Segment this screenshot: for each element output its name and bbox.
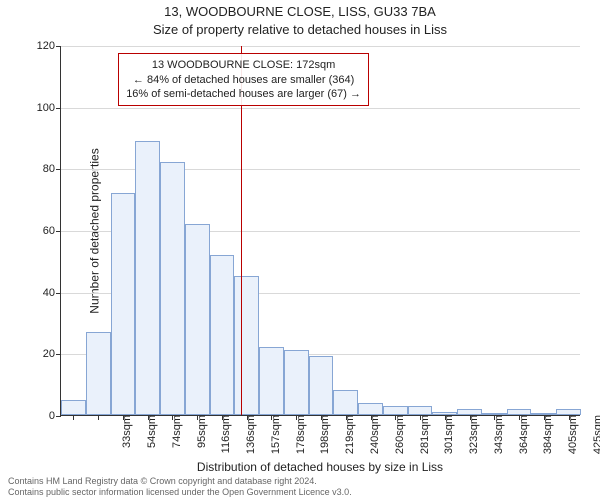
xtick-mark: [346, 415, 347, 420]
xtick-label: 240sqm: [369, 415, 381, 459]
xtick-label: 323sqm: [468, 415, 480, 459]
xtick-mark: [197, 415, 198, 420]
xtick-mark: [172, 415, 173, 420]
histogram-bar: [160, 162, 185, 415]
xtick-mark: [395, 415, 396, 420]
gridline: [61, 108, 580, 109]
xtick-mark: [445, 415, 446, 420]
xtick-mark: [123, 415, 124, 420]
xtick-mark: [222, 415, 223, 420]
xtick-mark: [420, 415, 421, 420]
ytick-label: 60: [43, 225, 55, 237]
xtick-mark: [271, 415, 272, 420]
footer-line1: Contains HM Land Registry data © Crown c…: [8, 476, 592, 487]
xtick-mark: [519, 415, 520, 420]
xtick-label: 54sqm: [146, 415, 158, 459]
xtick-label: 116sqm: [220, 415, 232, 459]
xtick-mark: [148, 415, 149, 420]
xtick-mark: [296, 415, 297, 420]
histogram-bar: [309, 356, 334, 415]
xtick-label: 405sqm: [567, 415, 579, 459]
ytick-mark: [56, 169, 61, 170]
histogram-bar: [86, 332, 111, 415]
xtick-label: 260sqm: [394, 415, 406, 459]
xtick-mark: [321, 415, 322, 420]
xtick-mark: [470, 415, 471, 420]
histogram-bar: [284, 350, 309, 415]
xtick-label: 178sqm: [295, 415, 307, 459]
ytick-mark: [56, 354, 61, 355]
xtick-label: 384sqm: [542, 415, 554, 459]
xtick-label: 33sqm: [121, 415, 133, 459]
ytick-label: 100: [37, 102, 55, 114]
ytick-label: 80: [43, 163, 55, 175]
xtick-mark: [569, 415, 570, 420]
xtick-label: 157sqm: [270, 415, 282, 459]
ytick-label: 0: [49, 410, 55, 422]
histogram-bar: [259, 347, 284, 415]
histogram-bar: [408, 406, 433, 415]
page-title-line1: 13, WOODBOURNE CLOSE, LISS, GU33 7BA: [0, 4, 600, 19]
xtick-mark: [494, 415, 495, 420]
histogram-bar: [333, 390, 358, 415]
histogram-bar: [135, 141, 160, 415]
annotation-box: 13 WOODBOURNE CLOSE: 172sqm← 84% of deta…: [118, 53, 369, 106]
ytick-mark: [56, 293, 61, 294]
annotation-line: ← 84% of detached houses are smaller (36…: [126, 73, 361, 87]
xtick-label: 364sqm: [518, 415, 530, 459]
xtick-label: 74sqm: [171, 415, 183, 459]
ytick-label: 40: [43, 287, 55, 299]
xtick-mark: [371, 415, 372, 420]
footer-line2: Contains public sector information licen…: [8, 487, 592, 498]
ytick-mark: [56, 231, 61, 232]
histogram-bar: [383, 406, 408, 415]
annotation-line: 13 WOODBOURNE CLOSE: 172sqm: [126, 58, 361, 72]
histogram-bar: [111, 193, 136, 415]
page-title-line2: Size of property relative to detached ho…: [0, 22, 600, 37]
xtick-label: 425sqm: [592, 415, 600, 459]
xtick-mark: [98, 415, 99, 420]
histogram-bar: [185, 224, 210, 415]
ytick-mark: [56, 416, 61, 417]
histogram-bar: [61, 400, 86, 415]
footer-attribution: Contains HM Land Registry data © Crown c…: [8, 476, 592, 498]
x-axis-label: Distribution of detached houses by size …: [60, 460, 580, 474]
xtick-mark: [247, 415, 248, 420]
xtick-mark: [73, 415, 74, 420]
xtick-label: 219sqm: [344, 415, 356, 459]
ytick-label: 20: [43, 348, 55, 360]
histogram-bar: [234, 276, 259, 415]
ytick-mark: [56, 108, 61, 109]
annotation-line: 16% of semi-detached houses are larger (…: [126, 87, 361, 101]
histogram-bar: [210, 255, 235, 415]
xtick-label: 198sqm: [319, 415, 331, 459]
histogram-plot: 02040608010012033sqm54sqm74sqm95sqm116sq…: [60, 46, 580, 416]
xtick-label: 136sqm: [245, 415, 257, 459]
histogram-bar: [358, 403, 383, 415]
gridline: [61, 46, 580, 47]
ytick-mark: [56, 46, 61, 47]
ytick-label: 120: [37, 40, 55, 52]
xtick-label: 281sqm: [419, 415, 431, 459]
xtick-label: 95sqm: [196, 415, 208, 459]
xtick-label: 343sqm: [493, 415, 505, 459]
xtick-label: 301sqm: [443, 415, 455, 459]
xtick-mark: [544, 415, 545, 420]
